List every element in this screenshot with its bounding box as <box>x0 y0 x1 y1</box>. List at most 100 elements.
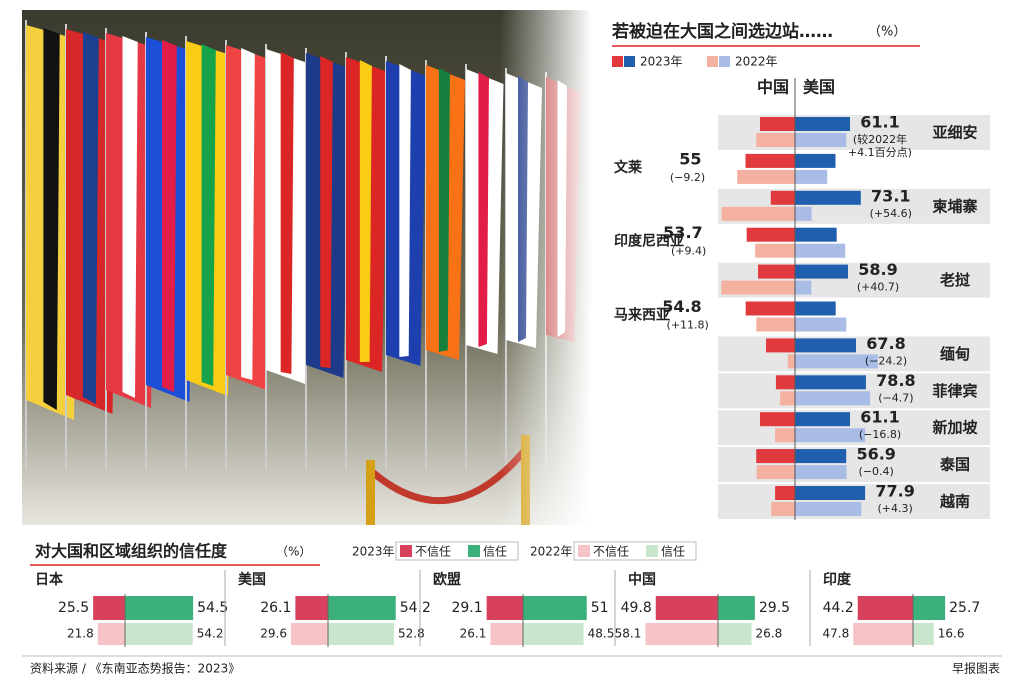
china-bar <box>756 317 795 332</box>
china-bar <box>721 206 795 221</box>
country-label: 柬埔寨 <box>932 197 977 215</box>
value-label: 61.1 <box>860 408 899 427</box>
legend-swatch <box>612 56 623 67</box>
trust-bar <box>328 596 396 620</box>
country-label: 亚细安 <box>932 124 977 142</box>
china-bar <box>759 117 795 131</box>
value-label: 56.9 <box>856 445 895 464</box>
value-label: 25.7 <box>949 600 980 616</box>
legend-swatch <box>719 56 730 67</box>
flag-stripe <box>478 72 489 347</box>
value-label: 47.8 <box>823 627 850 641</box>
chart-title: 若被迫在大国之间选边站…… <box>611 21 833 42</box>
trust-bar <box>125 623 193 645</box>
change-label: +4.1百分点) <box>848 146 912 159</box>
country-label: 缅甸 <box>940 345 970 363</box>
us-bar <box>795 502 862 516</box>
us-bar <box>795 412 850 427</box>
value-label: 78.8 <box>876 371 915 390</box>
country-label: 菲律宾 <box>932 382 977 400</box>
flag-stripe <box>399 64 411 357</box>
trust-bar <box>718 623 752 645</box>
unit: （%） <box>276 545 311 559</box>
us-bar <box>795 354 878 369</box>
value-label: 16.6 <box>938 627 965 641</box>
us-bar <box>795 449 847 464</box>
us-bar <box>795 280 812 295</box>
legend-swatch <box>578 545 590 557</box>
change-label: (较2022年 <box>853 132 907 146</box>
china-bar <box>745 301 795 316</box>
value-label: 29.1 <box>451 600 482 616</box>
value-label: 21.8 <box>67 627 94 641</box>
us-bar <box>795 301 836 316</box>
us-bar <box>795 375 866 390</box>
china-bar <box>746 227 795 242</box>
us-bar <box>795 117 850 131</box>
china-bar <box>737 169 795 184</box>
unit: （%） <box>868 25 906 40</box>
source: 资料来源 / 《东南亚态势报告：2023》 <box>30 661 240 676</box>
country-label: 文莱 <box>614 159 642 176</box>
china-bar <box>759 412 795 427</box>
trust-bar <box>718 596 755 620</box>
flag-stripe <box>43 28 60 410</box>
change-label: (−4.7) <box>878 391 913 404</box>
china-bar <box>770 190 795 205</box>
china-bar <box>758 264 795 279</box>
value-label: 49.8 <box>621 600 652 616</box>
us-bar <box>795 264 849 279</box>
value-label: 48.5 <box>588 627 615 641</box>
group-label: 美国 <box>238 571 266 588</box>
value-label: 58.1 <box>615 627 642 641</box>
flag-stripe <box>241 48 255 380</box>
china-bar <box>780 391 795 406</box>
value-label: 54.2 <box>197 627 224 641</box>
us-bar <box>795 391 871 406</box>
value-label: 54.8 <box>662 297 701 316</box>
trust-bar <box>125 596 194 620</box>
country-label: 新加坡 <box>932 419 977 437</box>
flag-stripe <box>162 40 177 392</box>
value-label: 25.5 <box>58 600 89 616</box>
china-bar <box>771 502 795 516</box>
china-bar <box>755 243 795 258</box>
side-label: 中国 <box>757 78 789 97</box>
trust-bar <box>328 623 394 645</box>
country-label: 印度尼西亚 <box>614 233 684 250</box>
distrust-bar <box>486 596 523 620</box>
value-label: 73.1 <box>871 186 910 205</box>
value-label: 26.8 <box>756 627 783 641</box>
flag-stripe <box>201 44 216 386</box>
flags-photo <box>22 10 592 525</box>
china-bar <box>745 153 795 168</box>
change-label: (+54.6) <box>870 207 912 220</box>
value-label: 54.5 <box>197 600 228 616</box>
legend-label: 2022年 <box>735 55 778 69</box>
distrust-bar <box>291 623 328 645</box>
flag-stripe <box>122 36 138 398</box>
country-label: 泰国 <box>939 456 970 474</box>
us-bar <box>795 317 847 332</box>
us-bar <box>795 465 847 480</box>
distrust-bar <box>295 596 328 620</box>
flag-stripe <box>280 52 294 374</box>
china-bar <box>775 486 795 500</box>
china-bar <box>766 338 795 353</box>
value-label: 54.2 <box>400 600 431 616</box>
legend-swatch <box>400 545 412 557</box>
change-label: (+9.4) <box>671 245 706 258</box>
distrust-bar <box>645 623 718 645</box>
value-label: 29.5 <box>759 600 790 616</box>
distrust-bar <box>93 596 125 620</box>
us-bar <box>795 190 861 205</box>
us-bar <box>795 243 846 258</box>
china-bar <box>756 465 795 480</box>
china-bar <box>775 375 795 390</box>
us-bar <box>795 206 812 221</box>
value-label: 51 <box>591 600 609 616</box>
value-label: 44.2 <box>823 600 854 616</box>
group-label: 印度 <box>823 571 852 588</box>
us-bar <box>795 486 866 500</box>
